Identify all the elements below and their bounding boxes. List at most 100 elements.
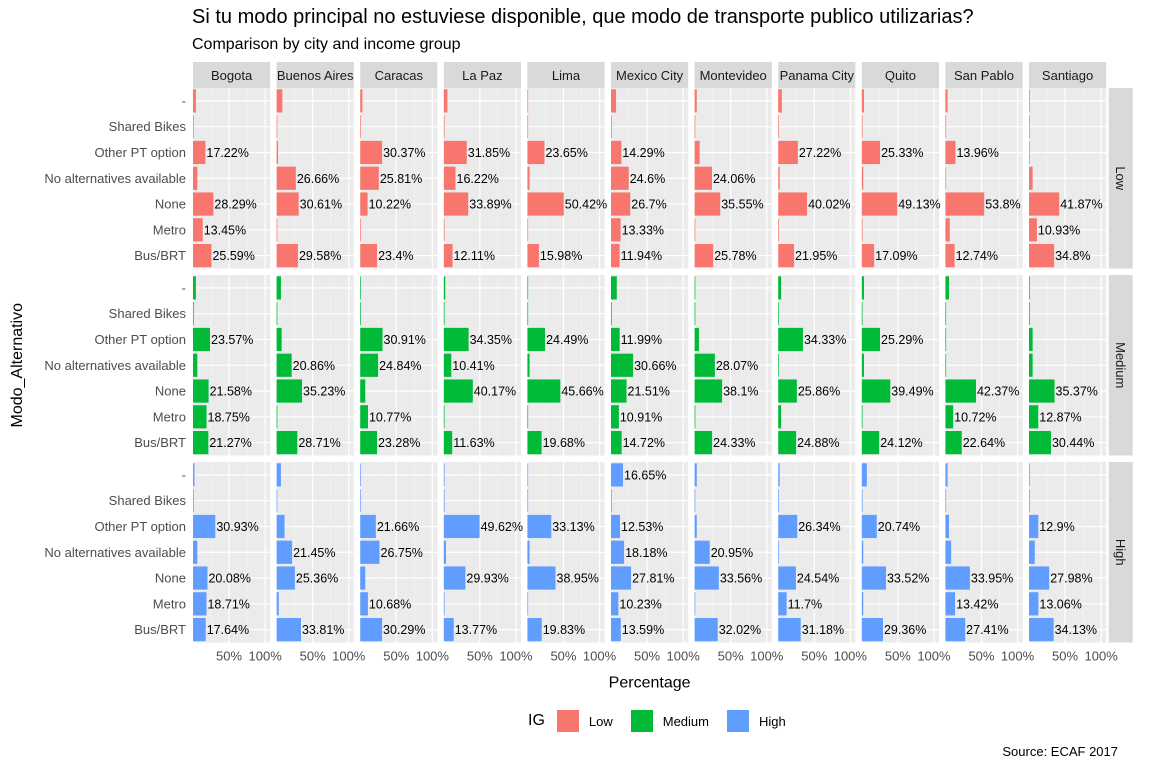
bar-lima-low-no-alternatives-available bbox=[527, 166, 530, 190]
bar-bogota-medium-bus-brt bbox=[193, 431, 209, 455]
bar-quito-low-no-alternatives-available bbox=[861, 166, 864, 190]
bar-montevideo-medium-other-pt-option bbox=[694, 327, 699, 352]
y-tick-label-medium-none: None bbox=[155, 384, 186, 399]
data-label: 53.8% bbox=[985, 198, 1020, 212]
bar-buenos-aires-low-dash bbox=[276, 89, 283, 113]
bar-lima-high-metro bbox=[527, 592, 529, 616]
data-label: 24.84% bbox=[379, 359, 421, 373]
x-tick-label: 50% bbox=[801, 649, 827, 664]
bar-lima-high-bus-brt bbox=[527, 618, 542, 642]
bar-san-pablo-low-dash bbox=[945, 89, 948, 113]
bar-bogota-low-none bbox=[193, 192, 214, 216]
y-tick-label-medium-other-pt-option: Other PT option bbox=[94, 332, 186, 347]
bar-la-paz-low-bus-brt bbox=[443, 244, 453, 268]
y-tick-label-high-dash: - bbox=[182, 467, 186, 482]
bar-santiago-high-shared-bikes bbox=[1029, 489, 1030, 513]
bar-san-pablo-medium-metro bbox=[945, 405, 954, 429]
data-label: 30.37% bbox=[383, 146, 425, 160]
bar-san-pablo-low-shared-bikes bbox=[945, 115, 947, 139]
strip-label-low: Low bbox=[1113, 166, 1128, 190]
data-label: 27.41% bbox=[966, 623, 1008, 637]
bar-quito-medium-other-pt-option bbox=[861, 327, 881, 352]
bar-santiago-high-no-alternatives-available bbox=[1029, 540, 1035, 564]
y-tick-label-low-dash: - bbox=[182, 93, 186, 108]
data-label: 24.6% bbox=[630, 172, 665, 186]
data-label: 10.77% bbox=[369, 410, 411, 424]
bar-la-paz-high-shared-bikes bbox=[443, 489, 445, 513]
bar-panama-city-medium-other-pt-option bbox=[778, 327, 803, 352]
bar-la-paz-low-other-pt-option bbox=[443, 140, 467, 165]
strip-san-pablo bbox=[945, 62, 1023, 88]
bar-la-paz-low-metro bbox=[443, 218, 445, 242]
bar-san-pablo-low-none bbox=[945, 192, 985, 216]
y-tick-label-medium-bus-brt: Bus/BRT bbox=[134, 435, 186, 450]
data-label: 33.89% bbox=[469, 198, 511, 212]
bar-santiago-medium-bus-brt bbox=[1029, 431, 1051, 455]
bar-lima-low-shared-bikes bbox=[527, 115, 529, 139]
bar-mexico-city-medium-other-pt-option bbox=[611, 327, 620, 352]
bar-panama-city-high-dash bbox=[778, 463, 780, 487]
bar-santiago-medium-no-alternatives-available bbox=[1029, 353, 1033, 377]
bar-lima-high-dash bbox=[527, 463, 529, 487]
data-label: 13.42% bbox=[956, 597, 998, 611]
data-label: 21.66% bbox=[377, 520, 419, 534]
bar-bogota-medium-dash bbox=[193, 276, 196, 300]
bar-santiago-low-metro bbox=[1029, 218, 1037, 242]
bar-la-paz-medium-bus-brt bbox=[443, 431, 453, 455]
data-label: 13.96% bbox=[956, 146, 998, 160]
bar-santiago-high-metro bbox=[1029, 592, 1039, 616]
y-axis-title: Modo_Alternativo bbox=[9, 303, 26, 428]
legend-item-low: Low bbox=[556, 710, 613, 732]
bar-buenos-aires-low-none bbox=[276, 192, 299, 216]
bar-lima-medium-bus-brt bbox=[527, 431, 542, 455]
bar-mexico-city-low-metro bbox=[611, 218, 621, 242]
data-label: 25.33% bbox=[881, 146, 923, 160]
bar-panama-city-medium-metro bbox=[778, 405, 782, 429]
bar-santiago-high-bus-brt bbox=[1029, 618, 1054, 642]
bar-bogota-low-no-alternatives-available bbox=[193, 166, 198, 190]
x-tick-label: 100% bbox=[583, 649, 617, 664]
bar-bogota-high-other-pt-option bbox=[193, 514, 216, 539]
data-label: 34.33% bbox=[804, 333, 846, 347]
data-label: 29.36% bbox=[884, 623, 926, 637]
bar-bogota-low-shared-bikes bbox=[193, 115, 194, 139]
data-label: 27.98% bbox=[1050, 572, 1092, 586]
bar-mexico-city-medium-shared-bikes bbox=[611, 302, 612, 326]
bar-la-paz-high-other-pt-option bbox=[443, 514, 480, 539]
chart-caption: Source: ECAF 2017 bbox=[1002, 744, 1118, 759]
x-tick-label: 100% bbox=[834, 649, 868, 664]
bar-bogota-high-metro bbox=[193, 592, 207, 616]
data-label: 39.49% bbox=[891, 385, 933, 399]
bar-montevideo-high-no-alternatives-available bbox=[694, 540, 710, 564]
bar-bogota-medium-other-pt-option bbox=[193, 327, 211, 352]
bar-la-paz-medium-none bbox=[443, 379, 473, 403]
strip-label-mexico-city: Mexico City bbox=[616, 68, 684, 83]
bar-caracas-medium-shared-bikes bbox=[360, 302, 361, 326]
y-tick-label-low-none: None bbox=[155, 197, 186, 212]
x-tick-label: 50% bbox=[550, 649, 576, 664]
data-label: 34.13% bbox=[1055, 623, 1097, 637]
legend-item-high: High bbox=[727, 710, 786, 732]
data-label: 12.53% bbox=[621, 520, 663, 534]
bar-quito-high-none bbox=[861, 566, 886, 590]
x-tick-label: 100% bbox=[1085, 649, 1119, 664]
legend-item-medium: Medium bbox=[630, 710, 709, 732]
bar-panama-city-high-none bbox=[778, 566, 796, 590]
y-tick-label-low-no-alternatives-available: No alternatives available bbox=[44, 171, 186, 186]
x-tick-label: 100% bbox=[499, 649, 533, 664]
bar-la-paz-high-none bbox=[443, 566, 466, 590]
strip-panama-city bbox=[778, 62, 856, 88]
bar-la-paz-low-no-alternatives-available bbox=[443, 166, 456, 190]
data-label: 25.78% bbox=[714, 249, 756, 263]
bar-la-paz-high-no-alternatives-available bbox=[443, 540, 446, 564]
bar-la-paz-low-dash bbox=[443, 89, 448, 113]
bar-montevideo-high-none bbox=[694, 566, 719, 590]
chart-subtitle: Comparison by city and income group bbox=[192, 36, 461, 53]
strip-label-medium: Medium bbox=[1113, 342, 1128, 388]
strip-label-san-pablo: San Pablo bbox=[954, 68, 1014, 83]
bar-quito-high-other-pt-option bbox=[861, 514, 877, 539]
bar-lima-low-other-pt-option bbox=[527, 140, 545, 165]
bar-la-paz-medium-shared-bikes bbox=[443, 302, 445, 326]
bar-mexico-city-high-shared-bikes bbox=[611, 489, 612, 513]
x-tick-label: 50% bbox=[968, 649, 994, 664]
